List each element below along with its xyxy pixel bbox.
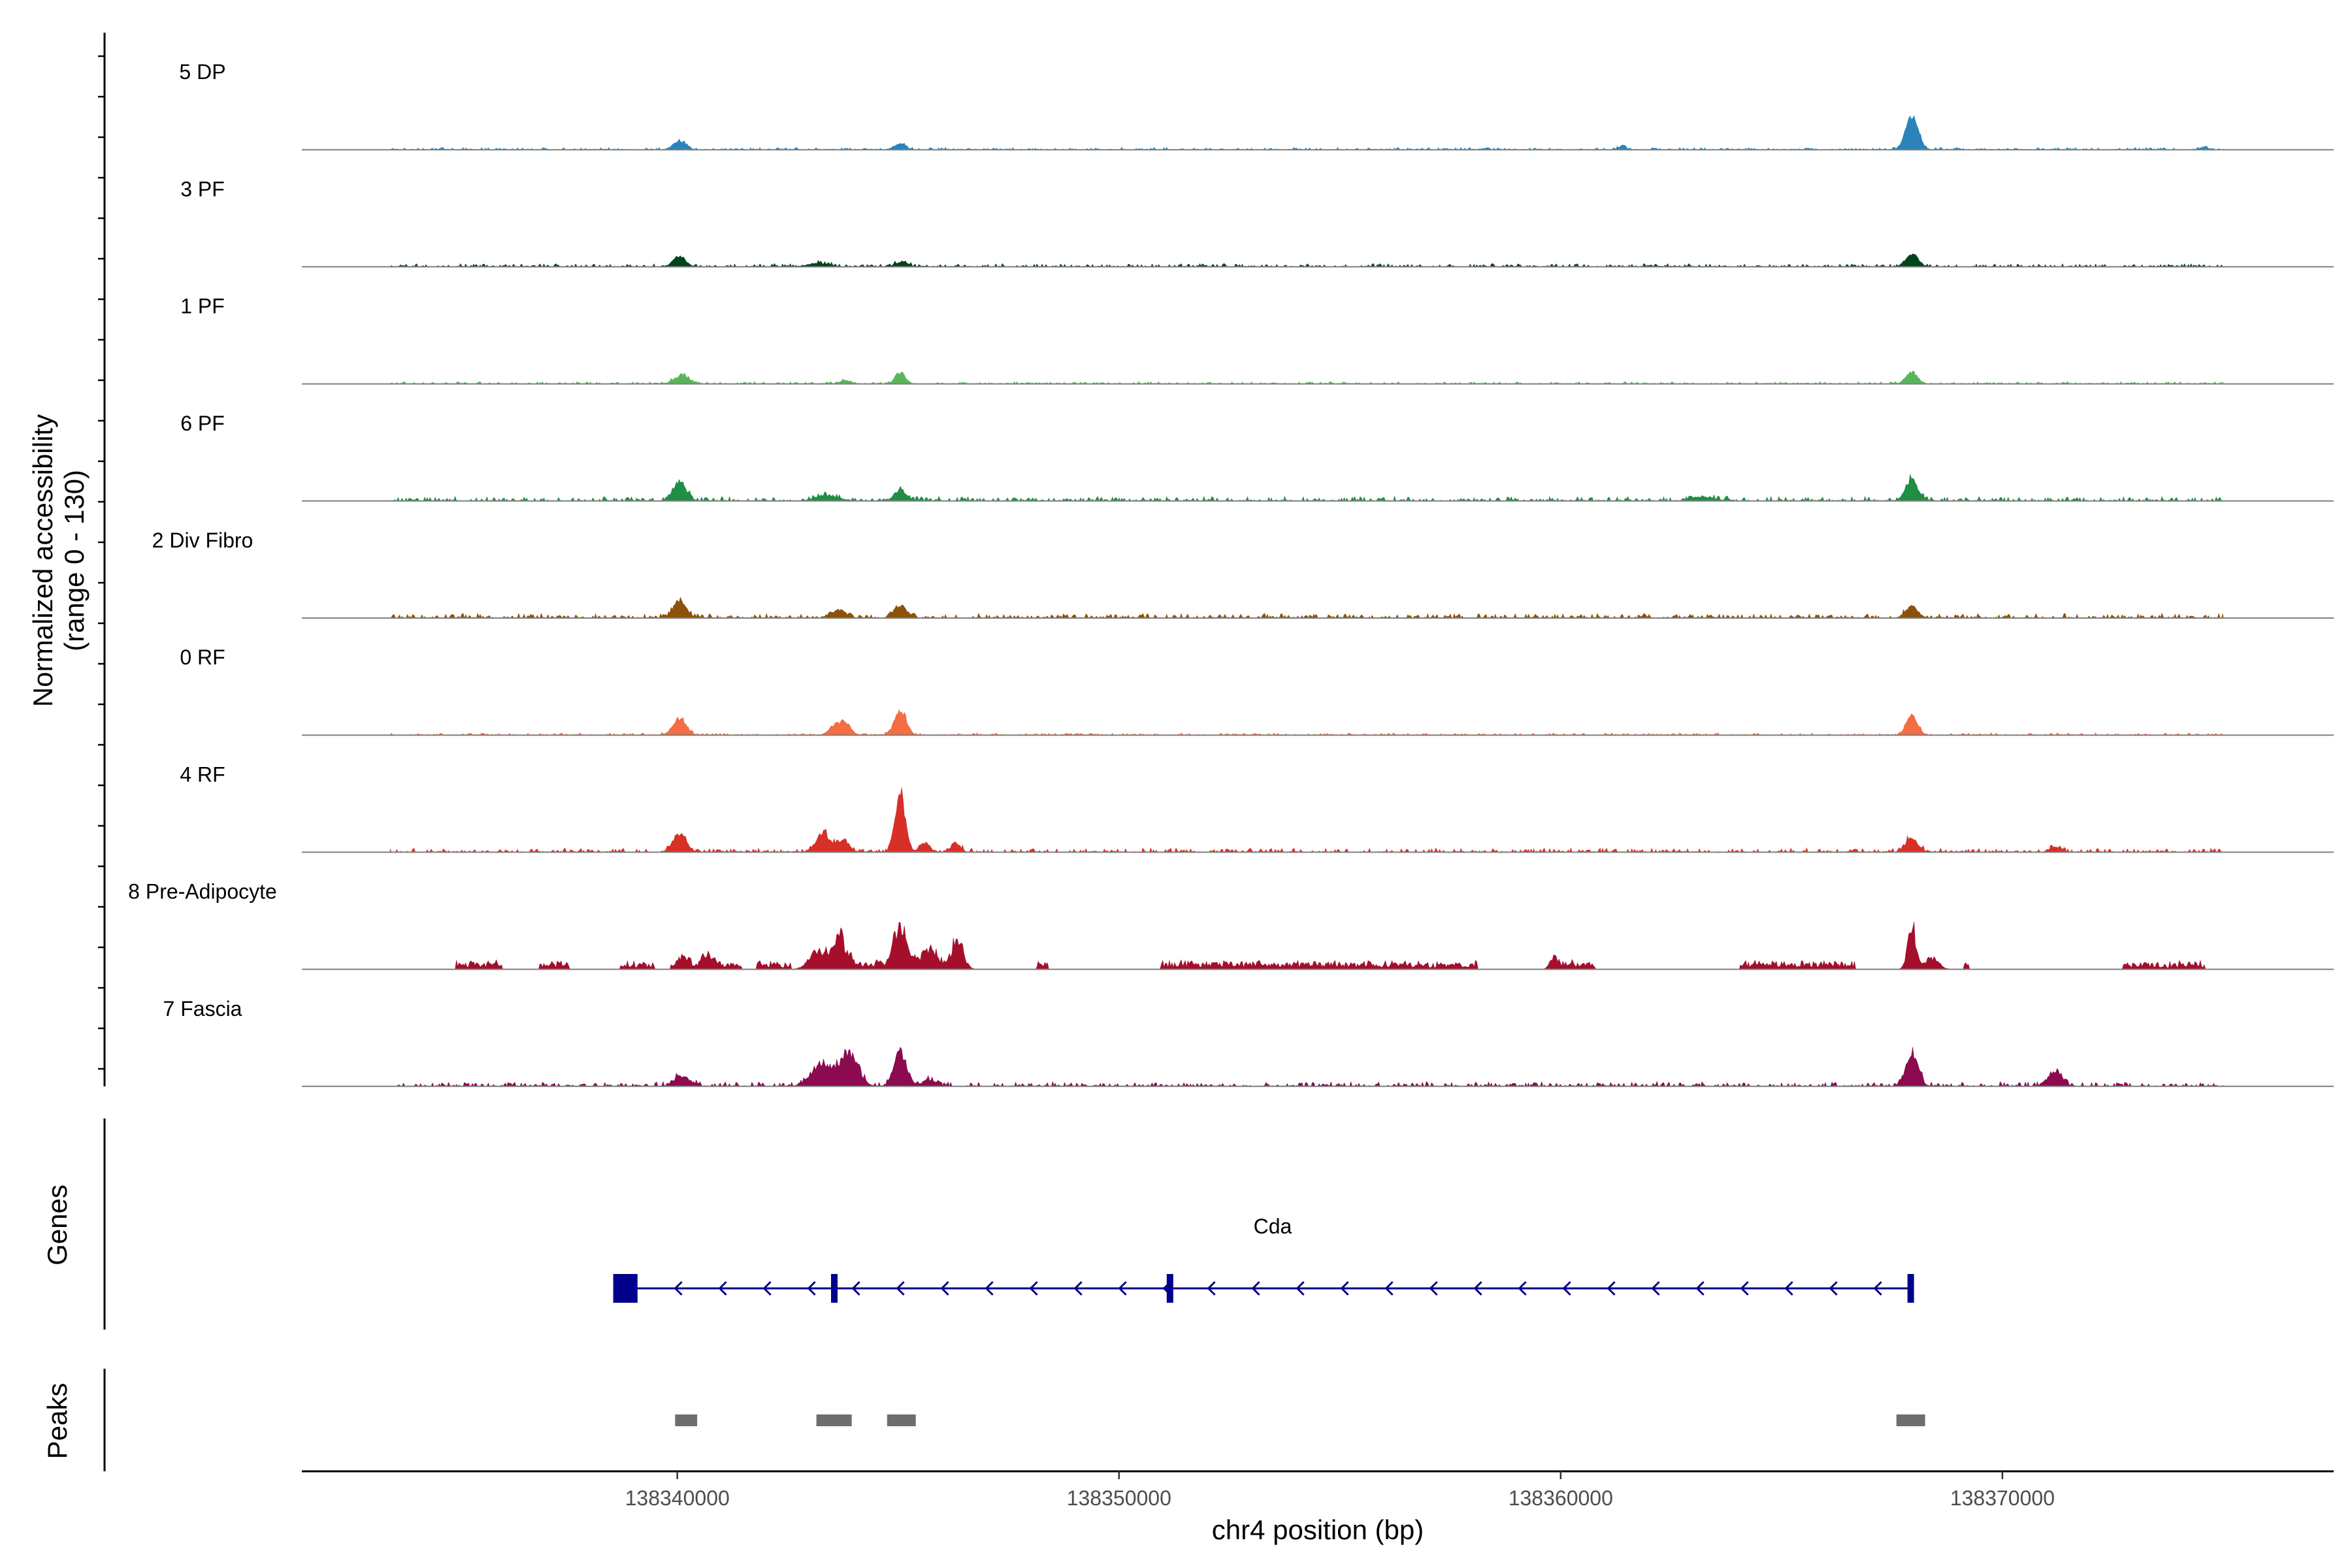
- strand-arrow: [1518, 1281, 1527, 1296]
- peak-panel: Peaks: [42, 1369, 1925, 1471]
- strand-arrow: [1473, 1281, 1482, 1296]
- track-1-pf: 1 PF: [180, 295, 2334, 385]
- track-label: 0 RF: [180, 645, 225, 669]
- coverage-area: [389, 1047, 2224, 1087]
- strand-arrow: [1251, 1281, 1260, 1296]
- exon: [1166, 1274, 1173, 1303]
- track-label: 3 PF: [180, 177, 225, 201]
- peak-region: [816, 1414, 852, 1426]
- exon: [1907, 1274, 1914, 1303]
- strand-arrow: [1651, 1281, 1660, 1296]
- strand-arrow: [1740, 1281, 1749, 1296]
- coverage-area: [389, 370, 2224, 384]
- strand-arrow: [1296, 1281, 1305, 1296]
- peak-marks: [675, 1414, 1925, 1426]
- strand-arrow: [1873, 1281, 1882, 1296]
- coverage-area: [389, 253, 2224, 267]
- x-tick-label: 138350000: [1067, 1486, 1171, 1510]
- strand-arrow: [1207, 1281, 1216, 1296]
- coverage-y-axis: [98, 33, 106, 1086]
- track-3-pf: 3 PF: [180, 177, 2334, 268]
- exon: [613, 1274, 638, 1303]
- strand-arrow: [1073, 1281, 1083, 1296]
- x-tick-label: 138360000: [1509, 1486, 1613, 1510]
- strand-arrow: [940, 1281, 949, 1296]
- track-label: 6 PF: [180, 412, 225, 435]
- track-5-dp: 5 DP: [179, 60, 2334, 151]
- track-6-pf: 6 PF: [180, 412, 2334, 502]
- strand-arrow: [1784, 1281, 1793, 1296]
- x-axis-title: chr4 position (bp): [1212, 1514, 1424, 1545]
- strand-arrow: [807, 1281, 816, 1296]
- track-label: 7 Fascia: [163, 997, 242, 1021]
- strand-arrow: [1118, 1281, 1127, 1296]
- track-2-div-fibro: 2 Div Fibro: [152, 529, 2334, 619]
- coverage-area: [389, 921, 2224, 970]
- track-label: 4 RF: [180, 762, 225, 786]
- x-tick-label: 138340000: [625, 1486, 730, 1510]
- peak-region: [1896, 1414, 1925, 1426]
- strand-arrow: [1340, 1281, 1349, 1296]
- gene-label-cda: Cda: [1254, 1215, 1292, 1238]
- strand-arrow: [1429, 1281, 1438, 1296]
- strand-arrow: [1029, 1281, 1038, 1296]
- track-label: 2 Div Fibro: [152, 529, 253, 552]
- track-4-rf: 4 RF: [180, 762, 2334, 853]
- x-axis-ticks: 138340000 138350000 138360000 138370000: [625, 1471, 2055, 1510]
- strand-arrow: [718, 1281, 727, 1296]
- coverage-tracks: 5 DP 3 PF 1 PF 6 PF 2 Div Fibro 0 RF 4 RF 8 Pre…: [128, 60, 2334, 1087]
- y-axis-title-line-1: Normalized accessibility: [27, 414, 58, 707]
- strand-arrow: [1695, 1281, 1705, 1296]
- coverage-area: [389, 474, 2224, 502]
- strand-arrow: [1829, 1281, 1838, 1296]
- track-7-fascia: 7 Fascia: [163, 997, 2334, 1087]
- strand-arrow: [1562, 1281, 1571, 1296]
- track-label: 1 PF: [180, 295, 225, 318]
- y-axis-title-line-2: (range 0 - 130): [59, 470, 90, 651]
- peak-region: [887, 1414, 916, 1426]
- coverage-area: [389, 787, 2224, 853]
- strand-arrow: [674, 1281, 683, 1296]
- peak-region: [675, 1414, 698, 1426]
- gene-panel: Genes Cda: [42, 1119, 1914, 1330]
- x-axis: 138340000 138350000 138360000 138370000 chr…: [302, 1470, 2334, 1545]
- track-0-rf: 0 RF: [180, 645, 2334, 736]
- strand-arrow: [1607, 1281, 1616, 1296]
- track-label: 8 Pre-Adipocyte: [128, 880, 277, 904]
- coverage-area: [389, 115, 2224, 150]
- coverage-area: [389, 597, 2224, 619]
- track-label: 5 DP: [179, 60, 225, 84]
- strand-arrow: [1384, 1281, 1394, 1296]
- x-tick-label: 138370000: [1950, 1486, 2055, 1510]
- gene-model-cda: [613, 1274, 1914, 1303]
- strand-arrow: [985, 1281, 994, 1296]
- genes-panel-title: Genes: [42, 1184, 73, 1266]
- peaks-panel-title: Peaks: [42, 1383, 73, 1460]
- strand-arrow: [762, 1281, 772, 1296]
- exon: [831, 1274, 838, 1303]
- track-8-pre-adipocyte: 8 Pre-Adipocyte: [128, 880, 2334, 970]
- coverage-area: [389, 709, 2224, 736]
- strand-arrow: [851, 1281, 860, 1296]
- strand-arrow: [896, 1281, 905, 1296]
